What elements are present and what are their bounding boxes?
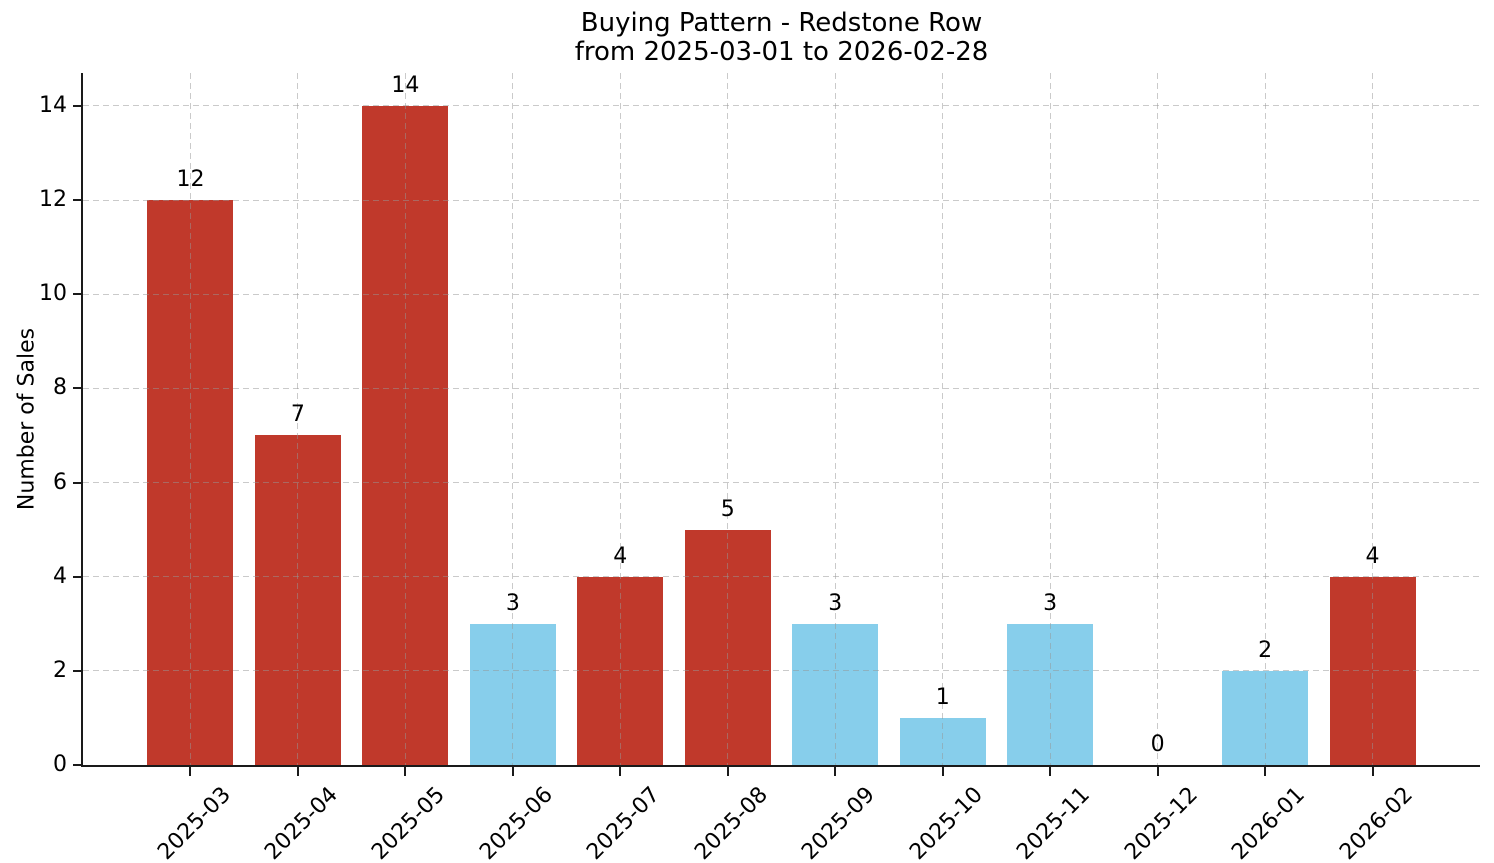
y-tick-mark [73, 575, 81, 578]
h-gridline [83, 293, 1480, 295]
plot-area: 0 2 4 6 8 10 12 14 12 2025-03 7 2025-04 14 2025-05 3 20… [39, 72, 1480, 863]
x-tick-mark [834, 767, 837, 776]
x-tick-label: 2025-07 [582, 782, 666, 863]
x-tick-mark [1156, 767, 1159, 776]
x-tick-mark [189, 767, 192, 776]
y-axis-spine [81, 73, 83, 767]
h-gridline [83, 105, 1480, 107]
x-tick-label: 2025-05 [367, 782, 451, 863]
v-gridline [727, 73, 729, 765]
h-gridline [83, 199, 1480, 201]
x-tick-mark [404, 767, 407, 776]
bar-value-label: 12 [176, 167, 205, 193]
chart-subtitle: from 2025-03-01 to 2026-02-28 [574, 37, 989, 67]
v-gridline [1049, 73, 1051, 765]
y-tick-mark [73, 481, 81, 484]
y-tick-label: 8 [53, 375, 67, 401]
y-tick-label: 0 [53, 752, 67, 777]
bar-value-label: 7 [290, 402, 305, 428]
y-tick-label: 6 [53, 469, 67, 495]
v-gridline [1264, 73, 1266, 765]
x-tick-mark [1371, 767, 1374, 776]
x-tick-label: 2026-02 [1334, 782, 1418, 863]
y-tick-mark [73, 104, 81, 107]
h-gridline [83, 670, 1480, 672]
x-tick-mark [619, 767, 622, 776]
x-tick-label: 2025-10 [904, 782, 988, 863]
x-tick-mark [1049, 767, 1052, 776]
h-gridline [83, 387, 1480, 389]
bar-value-label: 0 [1150, 732, 1165, 757]
y-tick-mark [73, 669, 81, 672]
bar-value-label: 3 [1043, 590, 1058, 616]
v-gridline [619, 73, 621, 765]
v-gridline [1372, 73, 1374, 765]
chart-title-block: Buying Pattern - Redstone Row from 2025-… [83, 9, 1480, 67]
bar-value-label: 14 [391, 72, 420, 98]
x-tick-mark [296, 767, 299, 776]
v-gridline [189, 73, 191, 765]
x-tick-label: 2025-11 [1012, 782, 1096, 863]
bar-value-label: 5 [720, 496, 735, 522]
x-axis-spine [81, 765, 1480, 767]
y-tick-label: 2 [53, 657, 67, 683]
bar-value-label: 4 [613, 543, 628, 569]
x-tick-mark [941, 767, 944, 776]
x-tick-label: 2025-03 [152, 782, 236, 863]
chart-title: Buying Pattern - Redstone Row [580, 8, 983, 38]
y-tick-mark [73, 199, 81, 202]
y-tick-mark [73, 387, 81, 390]
v-gridline [297, 73, 299, 765]
v-gridline [404, 73, 406, 765]
y-tick-label: 12 [39, 187, 67, 213]
bar-value-label: 1 [935, 684, 950, 710]
y-tick-label: 10 [39, 281, 67, 307]
x-tick-label: 2025-12 [1119, 782, 1203, 863]
y-tick-mark [73, 293, 81, 296]
y-axis-label: Number of Sales [14, 327, 40, 511]
x-tick-label: 2025-09 [797, 782, 881, 863]
bar-value-label: 2 [1258, 637, 1273, 663]
h-gridline [83, 576, 1480, 578]
y-tick-mark [73, 764, 81, 766]
x-tick-label: 2026-01 [1227, 782, 1311, 863]
h-gridline [83, 482, 1480, 484]
x-tick-mark [511, 767, 514, 776]
bar-value-label: 4 [1365, 543, 1380, 569]
x-tick-label: 2025-04 [260, 782, 343, 863]
y-tick-label: 14 [39, 92, 67, 118]
v-gridline [1157, 73, 1159, 765]
x-tick-label: 2025-08 [690, 782, 773, 863]
bar-value-label: 3 [505, 590, 520, 616]
x-tick-mark [1264, 767, 1267, 776]
v-gridline [512, 73, 514, 765]
v-gridline [834, 73, 836, 765]
v-gridline [942, 73, 944, 765]
x-tick-mark [726, 767, 729, 776]
y-tick-label: 4 [53, 563, 67, 589]
bar-value-label: 3 [828, 590, 843, 616]
x-tick-label: 2025-06 [475, 782, 558, 863]
